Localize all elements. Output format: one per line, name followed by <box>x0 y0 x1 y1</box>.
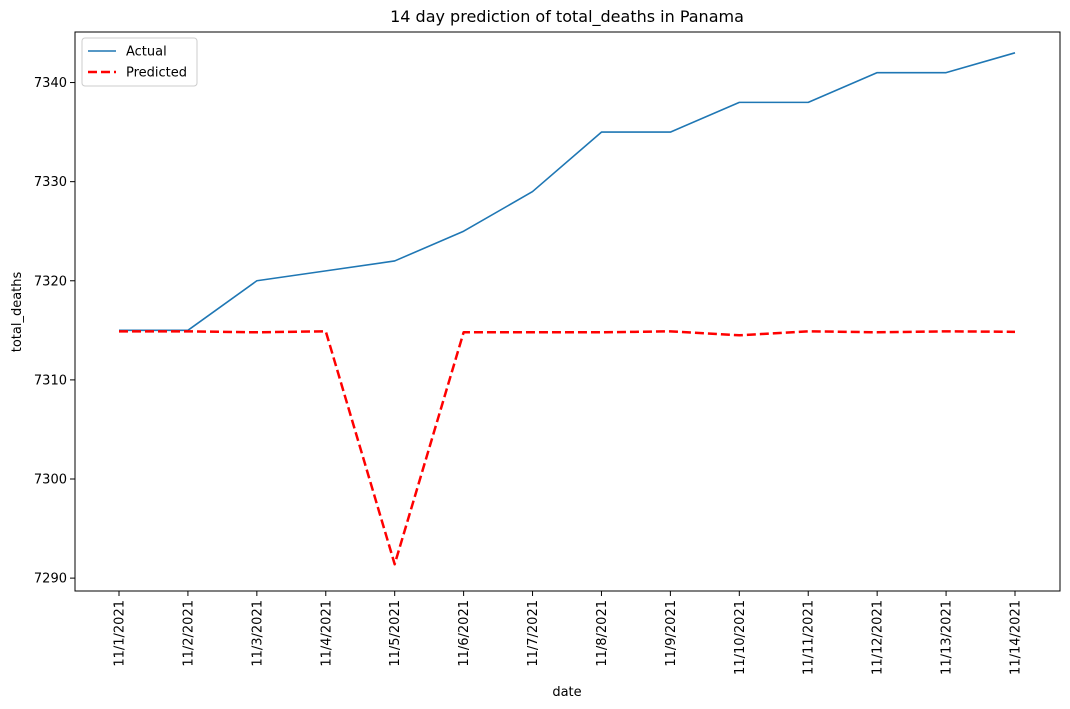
legend-box <box>81 37 198 87</box>
x-tick-label: 11/12/2021 <box>871 600 886 675</box>
legend-label: Actual <box>126 45 167 60</box>
plot-area <box>74 31 1061 592</box>
x-tick-label: 11/14/2021 <box>1009 600 1024 675</box>
x-tick-label: 11/7/2021 <box>526 600 541 667</box>
series-layer <box>119 52 1016 566</box>
x-tick-label: 11/8/2021 <box>595 600 610 667</box>
x-tick-label: 11/3/2021 <box>250 600 265 667</box>
series-line-actual <box>119 52 1016 332</box>
y-axis: 7290 7300 7310 7320 7330 7340 <box>34 76 75 587</box>
y-tick-label: 7320 <box>34 274 67 289</box>
x-tick-label: 11/5/2021 <box>388 600 403 667</box>
x-tick-label: 11/13/2021 <box>940 600 955 675</box>
y-tick-label: 7310 <box>34 373 67 388</box>
y-tick-label: 7290 <box>34 572 67 587</box>
x-axis-label: date <box>552 685 581 700</box>
x-axis: 11/1/2021 11/2/2021 11/3/2021 11/4/2021 11/5… <box>113 591 1024 675</box>
chart-title: 14 day prediction of total_deaths in Pan… <box>390 7 744 27</box>
x-tick-label: 11/1/2021 <box>113 600 128 667</box>
x-tick-label: 11/11/2021 <box>802 600 817 675</box>
x-tick-label: 11/9/2021 <box>664 600 679 667</box>
legend-label: Predicted <box>126 66 187 81</box>
legend: Actual Predicted <box>81 37 198 87</box>
x-tick-label: 11/6/2021 <box>457 600 472 667</box>
plot-frame <box>74 31 1061 592</box>
y-tick-label: 7330 <box>34 175 67 190</box>
y-tick-label: 7300 <box>34 473 67 488</box>
y-axis-label: total_deaths <box>10 272 25 353</box>
x-tick-label: 11/4/2021 <box>319 600 334 667</box>
y-tick-label: 7340 <box>34 76 67 91</box>
x-tick-label: 11/2/2021 <box>181 600 196 667</box>
x-tick-label: 11/10/2021 <box>733 600 748 675</box>
series-line-predicted <box>119 330 1016 566</box>
